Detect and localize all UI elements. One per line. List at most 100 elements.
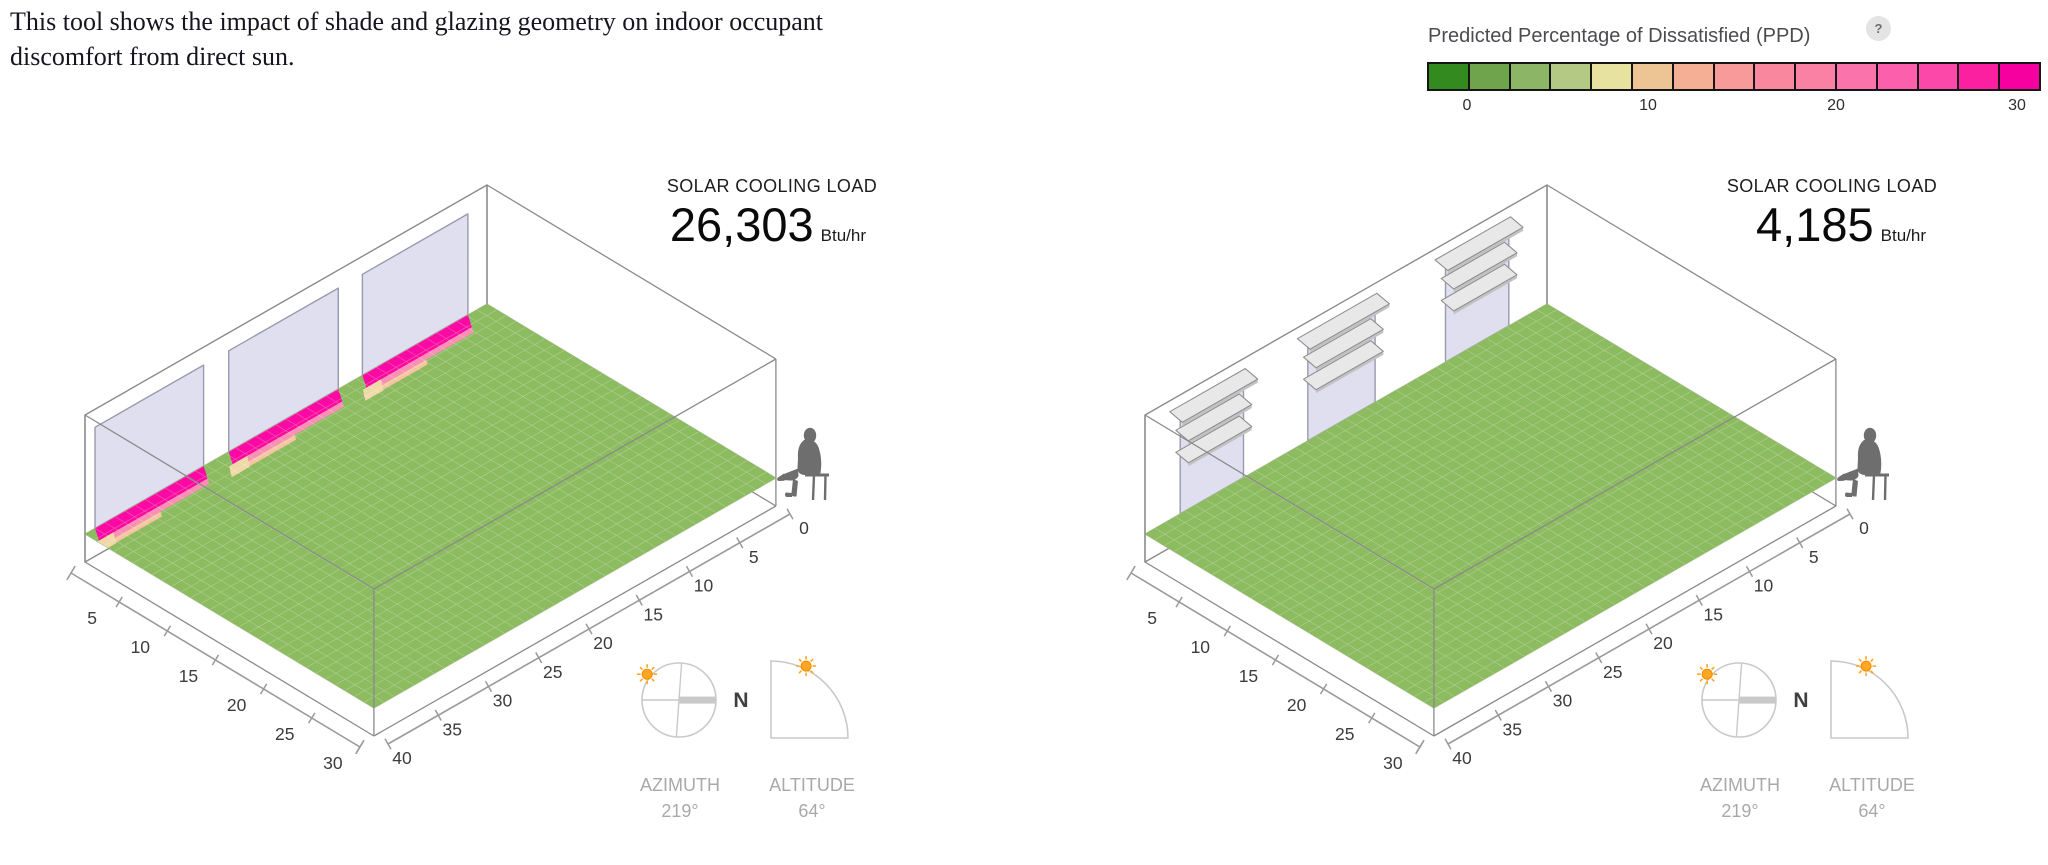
louver-top [1302,318,1384,369]
box-edge [84,414,375,590]
shade-louver [1434,216,1524,274]
legend-tick: 20 [1827,97,1845,114]
room-3d-viewport[interactable]: 5 10 15 20 25 30 0 5 10 15 20 25 30 35 40 N [1060,0,2048,865]
louver-top [1296,292,1390,350]
box-edge [1546,184,1837,360]
ppd-hotspot-band [232,401,344,470]
axis-label: 20 [1287,695,1307,715]
ppd-hotspot-band [228,389,343,465]
shade-louver [1296,292,1390,353]
axis-label: 15 [644,604,663,624]
axis-label: 10 [1191,637,1211,657]
axis-label: 5 [1809,547,1819,567]
axis-label: 10 [131,637,151,657]
width-axis: 0 5 10 15 20 25 30 35 40 [1444,508,1869,768]
louver-edge [1188,404,1252,445]
sun-icon [1697,664,1718,685]
axis-label: 0 [1859,518,1869,538]
ppd-floor [84,303,777,709]
ppd-hotspot-band [234,435,297,475]
ppd-hotspot-band [229,455,250,478]
room-3d-viewport[interactable]: 5 10 15 20 25 30 0 5 10 15 20 25 30 35 40 N [0,0,1000,865]
altitude-label: ALTITUDE [1829,775,1915,795]
load-value: 26,303 [669,198,814,251]
shade-louver [1302,340,1384,394]
axis-label: 20 [593,633,613,653]
width-axis: 0 5 10 15 20 25 30 35 40 [384,508,809,768]
axis-label: 40 [392,748,412,768]
azimuth-label: AZIMUTH [640,775,720,795]
help-icon[interactable]: ? [1866,16,1891,41]
floor-grid [1144,303,1837,709]
louver-top [1302,340,1384,391]
legend-color-cell [1510,64,1552,89]
legend-color-cell [1796,64,1837,89]
axis-label: 30 [1553,691,1573,711]
box-edge [373,358,777,590]
louver-edge [1453,274,1517,315]
axis-label: 30 [493,691,513,711]
box-edge [84,561,375,737]
legend-color-cell [2000,64,2039,89]
altitude-dial [770,656,849,739]
legend-color-cell [1429,64,1470,89]
sun-icon [637,664,658,685]
louver-edge [1188,426,1252,467]
legend-tick-labels: 0 10 20 30 [1427,97,2041,117]
legend-tick: 30 [2008,97,2026,114]
load-value: 4,185 [1756,198,1874,251]
seated-person-icon [777,427,829,501]
ppd-hotspot-band [95,466,208,541]
shade-louver [1440,241,1518,293]
ppd-hotspot-band [99,478,210,545]
legend-color-cell [1918,64,1960,89]
ppd-hotspot-band [102,511,162,548]
box-edge [486,184,777,360]
solar-cooling-load: 26,303 Btu/hr [669,198,866,251]
axis-label: 0 [799,518,809,538]
ppd-hotspot-band [362,379,384,401]
louver-edge [1453,252,1517,293]
legend-color-cell [1836,64,1878,89]
ppd-hotspot-band [366,327,474,393]
axis-label: 15 [1239,666,1258,686]
north-pointer [679,696,716,704]
azimuth-value: 219° [661,801,699,822]
sun-icon [796,656,817,677]
azimuth-readout: AZIMUTH 219° [640,772,720,824]
shade-louver [1175,393,1253,445]
load-unit: Btu/hr [1880,226,1926,245]
altitude-readout: ALTITUDE 64° [769,772,855,824]
axis-label: 10 [694,576,714,596]
solar-cooling-load: 4,185 Btu/hr [1756,198,1926,251]
legend-color-cell [1673,64,1715,89]
ppd-floor [1144,303,1837,709]
azimuth-value: 219° [1721,801,1759,822]
altitude-readout: ALTITUDE 64° [1829,772,1915,824]
axis-label: 20 [227,695,247,715]
box-edge [1433,505,1837,737]
azimuth-label: AZIMUTH [1700,775,1780,795]
depth-axis: 5 10 15 20 25 30 [66,565,365,773]
ppd-legend: Predicted Percentage of Dissatisfied (PP… [1427,0,2043,120]
axis-label: 5 [87,608,97,628]
axis-label: 5 [749,547,759,567]
altitude-value: 64° [1858,801,1886,822]
axis-label: 30 [1383,753,1403,773]
axis-label: 25 [1335,724,1354,744]
depth-axis: 5 10 15 20 25 30 [1126,565,1425,773]
axis-label: N [1793,689,1808,712]
ppd-hotspot-band [362,314,472,388]
axis-label: 35 [443,719,462,739]
panel-shaded-room: 5 10 15 20 25 30 0 5 10 15 20 25 30 35 40 N SOLAR COOLI… [1060,0,2048,865]
axis-label: 15 [179,666,198,686]
chart-title: SOLAR COOLING LOAD [666,176,878,196]
axis-label: 5 [1147,608,1157,628]
altitude-dial [1830,656,1909,739]
axis-label: 15 [1704,604,1723,624]
ppd-hotspot-band [97,532,117,548]
louver-top [1175,415,1253,464]
legend-color-cell [1469,64,1511,89]
louver-edge [1315,329,1384,372]
